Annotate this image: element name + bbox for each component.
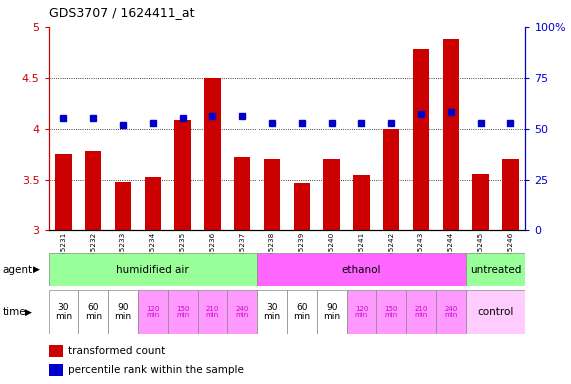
Bar bbox=[443, 39, 459, 230]
Bar bbox=[293, 182, 310, 230]
Text: 120
min: 120 min bbox=[146, 306, 159, 318]
Bar bbox=[413, 49, 429, 230]
Bar bbox=[502, 159, 518, 230]
Bar bbox=[144, 177, 161, 230]
Bar bbox=[257, 253, 466, 286]
Bar bbox=[264, 159, 280, 230]
Text: untreated: untreated bbox=[470, 265, 521, 275]
Bar bbox=[115, 182, 131, 230]
Bar bbox=[78, 290, 108, 334]
Text: ▶: ▶ bbox=[25, 308, 32, 316]
Text: ethanol: ethanol bbox=[341, 265, 381, 275]
Bar bbox=[287, 290, 317, 334]
Text: agent: agent bbox=[3, 265, 33, 275]
Bar bbox=[49, 253, 257, 286]
Text: 150
min: 150 min bbox=[384, 306, 398, 318]
Text: percentile rank within the sample: percentile rank within the sample bbox=[67, 365, 243, 375]
Bar bbox=[257, 290, 287, 334]
Text: 240
min: 240 min bbox=[444, 306, 457, 318]
Bar bbox=[49, 290, 78, 334]
Bar bbox=[174, 121, 191, 230]
Text: 90
min: 90 min bbox=[114, 303, 131, 321]
Text: control: control bbox=[477, 307, 514, 317]
Text: 60
min: 60 min bbox=[293, 303, 311, 321]
Bar bbox=[49, 364, 63, 376]
Text: 30
min: 30 min bbox=[55, 303, 72, 321]
Bar bbox=[234, 157, 251, 230]
Text: 90
min: 90 min bbox=[323, 303, 340, 321]
Bar bbox=[138, 290, 168, 334]
Bar bbox=[376, 290, 406, 334]
Text: 60
min: 60 min bbox=[85, 303, 102, 321]
Text: humidified air: humidified air bbox=[116, 265, 189, 275]
Bar bbox=[108, 290, 138, 334]
Text: transformed count: transformed count bbox=[67, 346, 165, 356]
Bar bbox=[323, 159, 340, 230]
Bar bbox=[317, 290, 347, 334]
Text: ▶: ▶ bbox=[33, 265, 40, 274]
Bar bbox=[466, 253, 525, 286]
Bar bbox=[436, 290, 466, 334]
Bar bbox=[85, 151, 102, 230]
Bar bbox=[383, 129, 400, 230]
Text: 120
min: 120 min bbox=[355, 306, 368, 318]
Text: 210
min: 210 min bbox=[415, 306, 428, 318]
Bar bbox=[168, 290, 198, 334]
Bar bbox=[198, 290, 227, 334]
Text: time: time bbox=[3, 307, 26, 317]
Text: 240
min: 240 min bbox=[236, 306, 249, 318]
Bar bbox=[347, 290, 376, 334]
Bar bbox=[353, 175, 369, 230]
Bar bbox=[49, 345, 63, 357]
Bar bbox=[466, 290, 525, 334]
Bar bbox=[406, 290, 436, 334]
Bar bbox=[204, 78, 220, 230]
Bar bbox=[227, 290, 257, 334]
Bar bbox=[55, 154, 71, 230]
Text: 150
min: 150 min bbox=[176, 306, 190, 318]
Text: 210
min: 210 min bbox=[206, 306, 219, 318]
Text: 30
min: 30 min bbox=[263, 303, 280, 321]
Text: GDS3707 / 1624411_at: GDS3707 / 1624411_at bbox=[49, 6, 194, 19]
Bar bbox=[472, 174, 489, 230]
